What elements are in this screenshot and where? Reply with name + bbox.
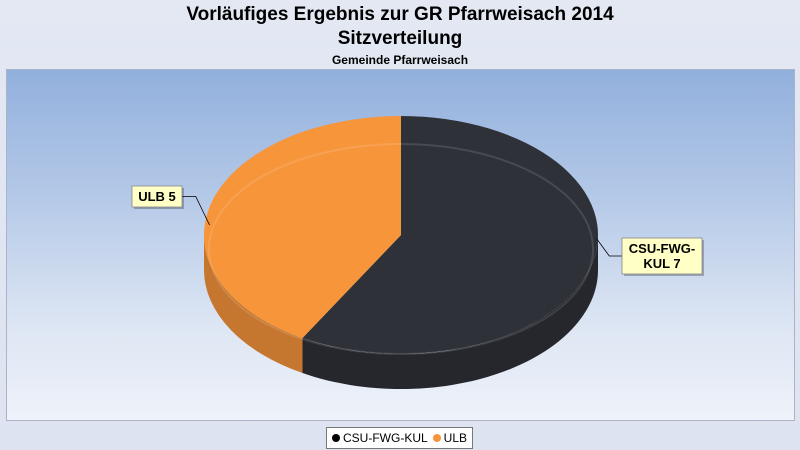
legend-item-csu[interactable]: CSU-FWG-KUL [332,431,428,445]
data-label-1: ULB 5 [138,189,176,204]
data-label-box-0 [621,237,703,275]
data-label-leader-1 [182,196,210,226]
pie-slice-1[interactable] [203,116,401,339]
data-label-box-1 [131,185,183,208]
legend-label-csu: CSU-FWG-KUL [343,431,428,445]
legend-marker-ulb [432,434,441,442]
pie-slice-0[interactable] [302,116,599,354]
data-label-0: CSU-FWG-KUL 7 [629,241,695,271]
legend-label-ulb: ULB [443,431,468,445]
legend-item-ulb[interactable]: ULB [432,431,468,445]
pie-side-0 [302,235,598,389]
data-label-leader-0 [596,238,622,257]
chart-title: Vorläufiges Ergebnis zur GR Pfarrweisach… [186,4,614,25]
chart-subtitle: Gemeinde Pfarrweisach [331,53,469,67]
pie-highlight [208,143,594,355]
legend: CSU-FWG-KUL ULB [326,427,474,449]
pie-side-1 [204,235,303,374]
chart-title-line-2: Sitzverteilung [337,28,463,49]
pie-chart: CSU-FWG-KUL 7 ULB 5 [131,116,704,389]
plot-area: CSU-FWG-KUL 7 ULB 5 [6,69,795,421]
legend-marker-csu [332,434,340,442]
